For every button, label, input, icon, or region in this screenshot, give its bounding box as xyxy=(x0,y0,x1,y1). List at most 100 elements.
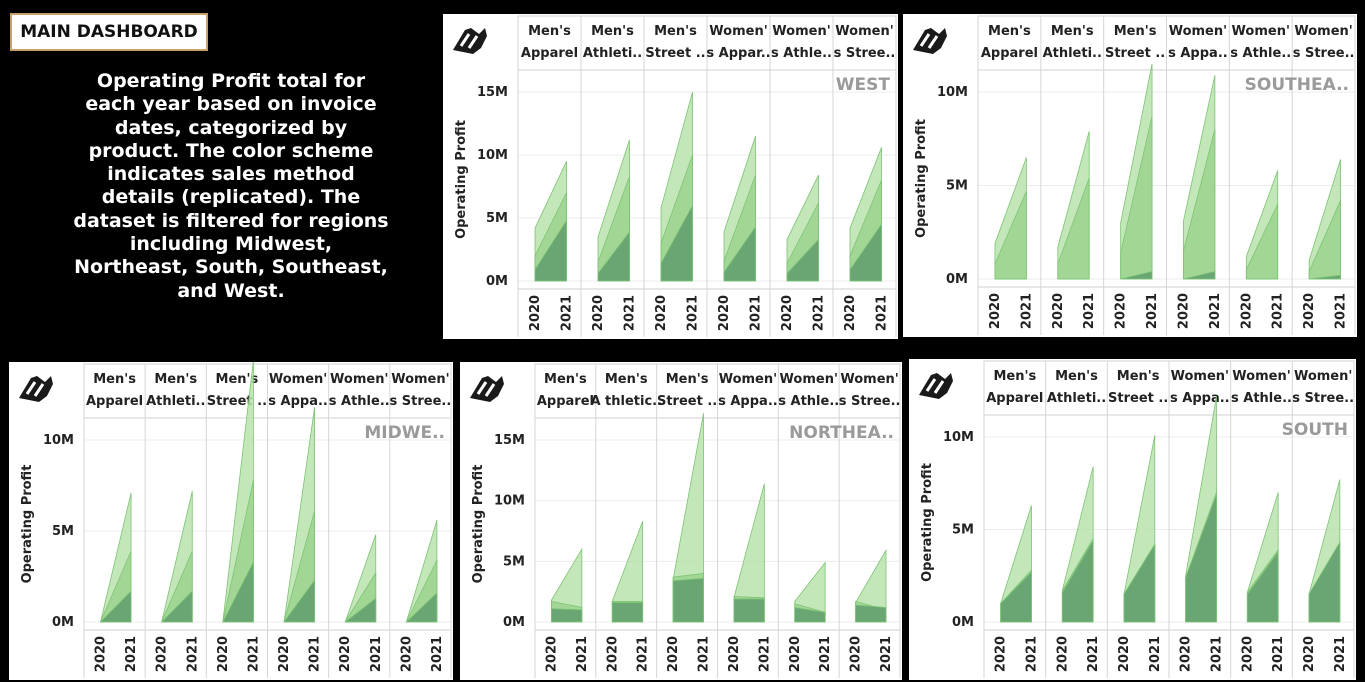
area-mark xyxy=(283,578,315,623)
x-tick-label: 2020 xyxy=(155,636,170,672)
chart-svg: Operating Profit 0M 5M 10M Men's Apparel 2020 2… xyxy=(913,15,1356,335)
category-header: Men's xyxy=(1114,24,1157,39)
x-tick-label: 2021 xyxy=(1208,293,1223,329)
category-header: s Appar.. xyxy=(706,46,770,61)
y-tick-label: 0M xyxy=(486,274,508,289)
category-header: Street .. xyxy=(1105,46,1165,61)
x-tick-label: 2021 xyxy=(1082,293,1097,329)
category-header: Apparel xyxy=(86,394,143,409)
category-header: Women' xyxy=(835,24,893,39)
category-header: s Stree.. xyxy=(1293,46,1355,61)
chart-svg: Operating Profit 0M 5M 10M 15M Men's Apparel 20… xyxy=(453,15,897,337)
category-header: Men's xyxy=(216,372,259,387)
panel-northeast: Operating Profit 0M 5M 10M 15M Men's Apparel 20… xyxy=(460,362,902,680)
logo-icon xyxy=(19,376,53,402)
x-tick-label: 2020 xyxy=(1240,636,1255,672)
category-header: Street .. xyxy=(645,46,705,61)
area-mark xyxy=(1309,274,1341,280)
category-header: Men's xyxy=(988,24,1031,39)
x-tick-label: 2020 xyxy=(591,295,606,331)
category-header: s Stree.. xyxy=(839,394,901,409)
category-header: Men's xyxy=(591,24,634,39)
chart-svg: Operating Profit 0M 5M 10M Men's Apparel 2020 2… xyxy=(19,362,452,678)
category-header: Men's xyxy=(528,24,571,39)
area-mark xyxy=(222,561,254,623)
category-header: Women' xyxy=(709,24,767,39)
region-label: NORTHEA.. xyxy=(789,423,894,443)
x-tick-label: 2020 xyxy=(1117,636,1132,672)
category-header: Men's xyxy=(1055,369,1098,384)
category-header: s Athle.. xyxy=(1231,391,1292,406)
y-tick-label: 0M xyxy=(946,272,968,287)
category-header: s Stree.. xyxy=(834,46,896,61)
y-tick-label: 5M xyxy=(946,179,968,194)
x-tick-label: 2021 xyxy=(879,636,894,672)
category-header: Athleti.. xyxy=(583,46,642,61)
category-header: Men's xyxy=(93,372,136,387)
x-tick-label: 2020 xyxy=(727,636,742,672)
x-tick-label: 2021 xyxy=(749,295,764,331)
y-tick-label: 5M xyxy=(486,211,508,226)
y-tick-label: 5M xyxy=(503,554,525,569)
category-header: Women' xyxy=(1294,369,1352,384)
category-header: s Appa.. xyxy=(1168,46,1228,61)
x-tick-label: 2021 xyxy=(636,636,651,672)
category-header: Women' xyxy=(780,372,838,387)
x-tick-label: 2020 xyxy=(717,295,732,331)
area-mark xyxy=(1123,542,1156,623)
x-tick-label: 2021 xyxy=(812,295,827,331)
x-tick-label: 2021 xyxy=(818,636,833,672)
x-tick-label: 2020 xyxy=(654,295,669,331)
x-tick-label: 2020 xyxy=(1302,293,1317,329)
category-header: Women' xyxy=(772,24,830,39)
category-header: Street .. xyxy=(207,394,267,409)
area-mark xyxy=(405,591,438,623)
x-tick-label: 2020 xyxy=(788,636,803,672)
x-tick-label: 2021 xyxy=(560,295,575,331)
area-mark xyxy=(1183,271,1216,280)
category-header: Women' xyxy=(391,372,449,387)
category-header: Men's xyxy=(1117,369,1160,384)
category-header: Men's xyxy=(654,24,697,39)
x-tick-label: 2020 xyxy=(1176,293,1191,329)
x-tick-label: 2021 xyxy=(430,636,445,672)
category-header: Athleti.. xyxy=(1043,46,1102,61)
x-tick-label: 2021 xyxy=(1019,293,1034,329)
x-tick-label: 2020 xyxy=(780,295,795,331)
area-mark xyxy=(344,597,377,623)
x-tick-label: 2020 xyxy=(1114,293,1129,329)
category-header: Women' xyxy=(1171,369,1229,384)
area-mark xyxy=(672,577,704,623)
x-tick-label: 2021 xyxy=(1148,636,1163,672)
category-header: Apparel xyxy=(981,46,1038,61)
x-tick-label: 2020 xyxy=(1051,293,1066,329)
area-mark xyxy=(794,606,826,623)
category-header: Women' xyxy=(269,372,327,387)
category-header: s Appa.. xyxy=(718,394,778,409)
x-tick-label: 2021 xyxy=(686,295,701,331)
area-mark xyxy=(723,225,756,282)
category-header: Women' xyxy=(1232,369,1290,384)
x-tick-label: 2021 xyxy=(1209,636,1224,672)
area-mark xyxy=(786,238,819,282)
category-header: s Appa.. xyxy=(268,394,328,409)
area-mark xyxy=(1246,550,1279,623)
y-tick-label: 15M xyxy=(477,85,508,100)
panel-southeast: Operating Profit 0M 5M 10M Men's Apparel 2020 2… xyxy=(903,14,1357,337)
y-axis-label: Operating Profit xyxy=(920,463,935,582)
chart-svg: Operating Profit 0M 5M 10M 15M Men's Apparel 20… xyxy=(470,363,901,678)
x-tick-label: 2021 xyxy=(185,636,200,672)
y-tick-label: 10M xyxy=(43,433,74,448)
category-header: Athleti.. xyxy=(1047,391,1106,406)
y-axis-label: Operating Profit xyxy=(471,465,486,584)
area-mark xyxy=(534,219,567,282)
category-header: s Appa.. xyxy=(1170,391,1230,406)
area-mark xyxy=(1308,540,1341,623)
y-tick-label: 10M xyxy=(937,85,968,100)
x-tick-label: 2021 xyxy=(308,636,323,672)
x-tick-label: 2020 xyxy=(605,636,620,672)
category-header: Apparel xyxy=(986,391,1043,406)
x-tick-label: 2020 xyxy=(216,636,231,672)
panel-south: Operating Profit 0M 5M 10M Men's Apparel 2020 2… xyxy=(909,359,1356,680)
x-tick-label: 2021 xyxy=(575,636,590,672)
